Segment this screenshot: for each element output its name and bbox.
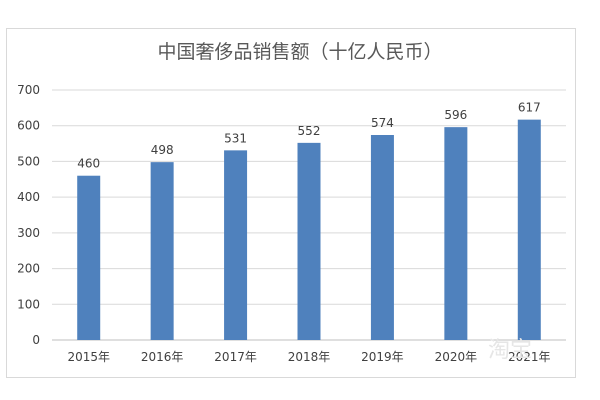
x-tick-label: 2020年: [435, 350, 478, 364]
bar: [517, 119, 541, 341]
y-tick-label: 100: [17, 297, 40, 311]
x-tick-label: 2021年: [508, 350, 551, 364]
chart-title: 中国奢侈品销售额（十亿人民币）: [157, 41, 442, 63]
watermark: 淘宝: [488, 338, 532, 363]
x-tick-label: 2018年: [288, 350, 331, 364]
y-tick-label: 0: [32, 333, 40, 347]
y-tick-label: 300: [17, 226, 40, 240]
y-tick-label: 600: [17, 119, 40, 133]
data-label: 552: [298, 124, 321, 138]
y-tick-label: 400: [17, 190, 40, 204]
bar: [224, 150, 248, 340]
data-label: 617: [518, 101, 541, 115]
data-label: 574: [371, 116, 394, 130]
data-labels: 460 498 531 552 574 596 617: [77, 101, 540, 171]
bar: [297, 142, 321, 340]
x-tick-label: 2017年: [214, 350, 257, 364]
bars: [77, 119, 541, 341]
bar: [444, 127, 468, 341]
x-axis-ticks: 2015年 2016年 2017年 2018年 2019年 2020年 2021年: [67, 350, 550, 364]
data-label: 596: [444, 108, 467, 122]
x-tick-label: 2019年: [361, 350, 404, 364]
y-tick-label: 500: [17, 154, 40, 168]
data-label: 460: [77, 157, 100, 171]
x-tick-label: 2016年: [141, 350, 184, 364]
bar: [370, 135, 394, 340]
bar: [77, 175, 101, 340]
x-tick-label: 2015年: [67, 350, 110, 364]
chart-frame: [6, 28, 576, 378]
y-tick-label: 200: [17, 262, 40, 276]
y-tick-label: 700: [17, 83, 40, 97]
y-axis-ticks: 0 100 200 300 400 500 600 700: [17, 83, 40, 347]
data-label: 531: [224, 131, 247, 145]
data-label: 498: [151, 143, 174, 157]
bar: [150, 162, 174, 340]
